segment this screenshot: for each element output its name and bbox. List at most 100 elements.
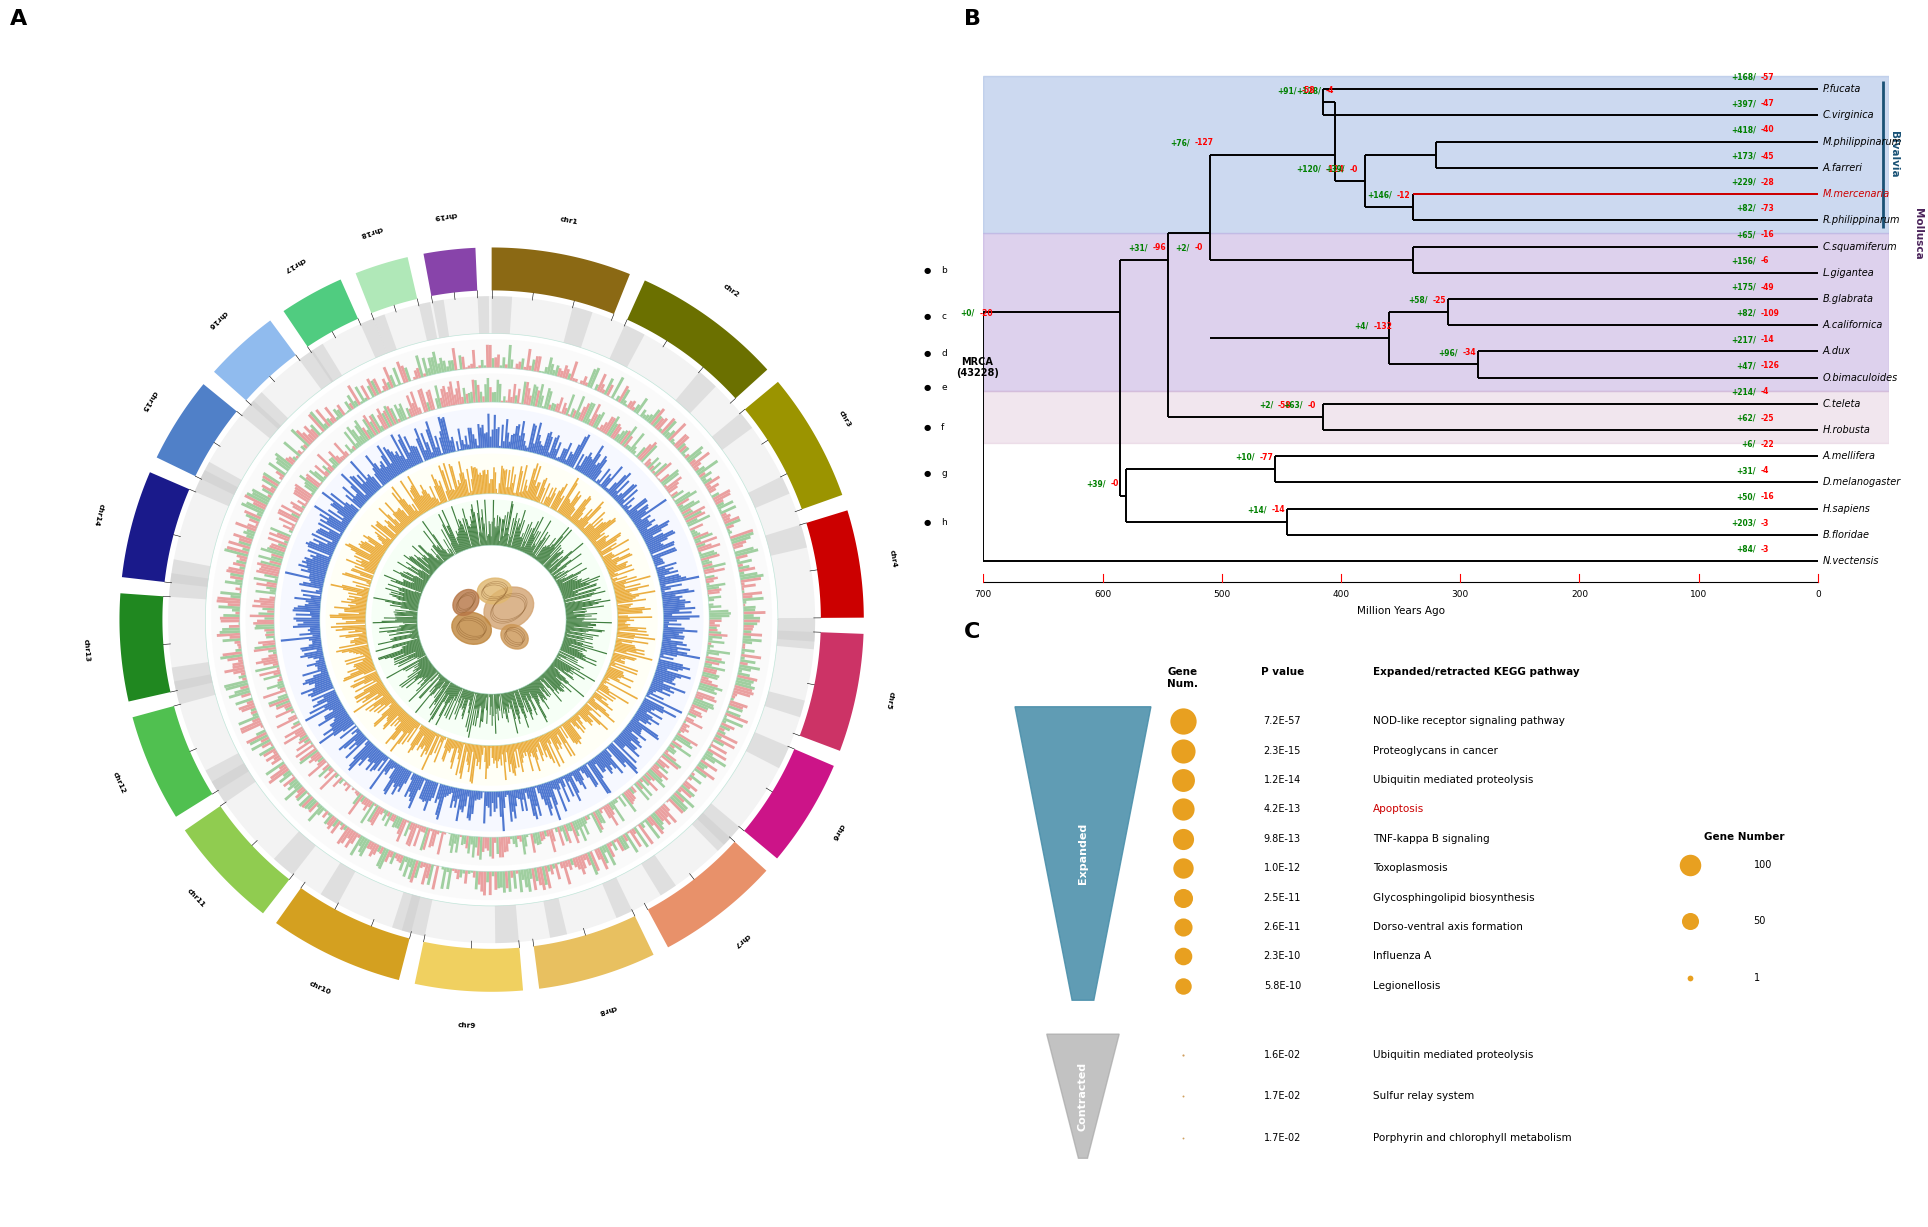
Polygon shape (349, 544, 380, 561)
Polygon shape (312, 642, 322, 644)
Polygon shape (438, 363, 442, 373)
Polygon shape (322, 465, 332, 474)
Polygon shape (376, 520, 397, 539)
Polygon shape (339, 633, 366, 637)
Polygon shape (644, 773, 652, 782)
Polygon shape (426, 391, 434, 411)
Polygon shape (409, 859, 415, 867)
Polygon shape (573, 858, 578, 867)
Polygon shape (297, 450, 303, 455)
Polygon shape (484, 693, 486, 708)
Polygon shape (411, 773, 415, 780)
Polygon shape (644, 699, 677, 718)
Polygon shape (590, 697, 596, 701)
Polygon shape (607, 563, 627, 572)
Polygon shape (546, 671, 565, 688)
Polygon shape (403, 656, 428, 671)
Polygon shape (507, 745, 511, 772)
Polygon shape (495, 515, 497, 545)
Polygon shape (659, 659, 683, 666)
Polygon shape (330, 821, 341, 834)
Polygon shape (391, 768, 407, 795)
Polygon shape (436, 784, 445, 815)
Polygon shape (399, 590, 420, 598)
Polygon shape (648, 842, 767, 947)
Polygon shape (617, 604, 632, 606)
Polygon shape (121, 472, 189, 582)
Polygon shape (324, 406, 337, 422)
Polygon shape (582, 706, 607, 730)
Polygon shape (413, 825, 422, 847)
Polygon shape (440, 486, 447, 503)
Polygon shape (677, 443, 686, 452)
Polygon shape (395, 361, 407, 384)
Polygon shape (538, 544, 553, 562)
Polygon shape (389, 374, 397, 388)
Polygon shape (409, 556, 432, 574)
Polygon shape (499, 519, 503, 546)
Polygon shape (667, 423, 686, 442)
Polygon shape (702, 477, 708, 482)
Polygon shape (708, 636, 721, 639)
Polygon shape (355, 681, 382, 698)
Polygon shape (283, 704, 291, 709)
Polygon shape (461, 789, 467, 812)
Polygon shape (642, 520, 669, 537)
Polygon shape (470, 391, 474, 402)
Polygon shape (324, 717, 351, 736)
Polygon shape (355, 790, 359, 794)
Polygon shape (380, 809, 386, 815)
Polygon shape (546, 733, 551, 744)
Polygon shape (307, 433, 316, 442)
Polygon shape (532, 555, 536, 558)
Polygon shape (503, 501, 513, 546)
Polygon shape (307, 550, 332, 560)
Polygon shape (557, 655, 561, 659)
Polygon shape (532, 482, 542, 501)
Polygon shape (513, 426, 519, 449)
Polygon shape (355, 789, 357, 791)
Polygon shape (546, 782, 561, 821)
Polygon shape (258, 746, 276, 756)
Polygon shape (513, 691, 521, 714)
Polygon shape (590, 850, 600, 871)
Polygon shape (422, 780, 432, 802)
Text: Expanded: Expanded (1078, 823, 1087, 885)
Polygon shape (563, 590, 605, 602)
Polygon shape (353, 568, 374, 577)
Polygon shape (457, 789, 461, 799)
Polygon shape (536, 545, 549, 561)
Polygon shape (497, 517, 499, 546)
Text: A.mellifera: A.mellifera (1822, 452, 1876, 461)
Polygon shape (478, 425, 480, 448)
Polygon shape (428, 558, 438, 568)
Polygon shape (391, 539, 393, 541)
Polygon shape (561, 364, 569, 378)
Polygon shape (328, 812, 332, 816)
Polygon shape (569, 499, 586, 521)
Polygon shape (683, 506, 706, 519)
Polygon shape (480, 475, 484, 494)
Polygon shape (451, 506, 467, 550)
Polygon shape (663, 614, 673, 616)
Polygon shape (602, 845, 607, 853)
Polygon shape (289, 501, 305, 510)
Polygon shape (428, 368, 432, 375)
Polygon shape (569, 361, 578, 380)
Polygon shape (555, 779, 561, 790)
Polygon shape (312, 616, 320, 618)
Polygon shape (513, 836, 515, 844)
Polygon shape (260, 547, 283, 557)
Polygon shape (563, 599, 565, 600)
Polygon shape (345, 412, 347, 415)
Polygon shape (717, 501, 735, 510)
Polygon shape (451, 741, 457, 763)
Polygon shape (694, 533, 713, 541)
Polygon shape (262, 475, 280, 487)
Polygon shape (318, 658, 324, 660)
Polygon shape (596, 373, 607, 391)
Polygon shape (474, 512, 480, 546)
Polygon shape (617, 632, 648, 636)
Polygon shape (573, 771, 582, 785)
Polygon shape (457, 742, 463, 760)
